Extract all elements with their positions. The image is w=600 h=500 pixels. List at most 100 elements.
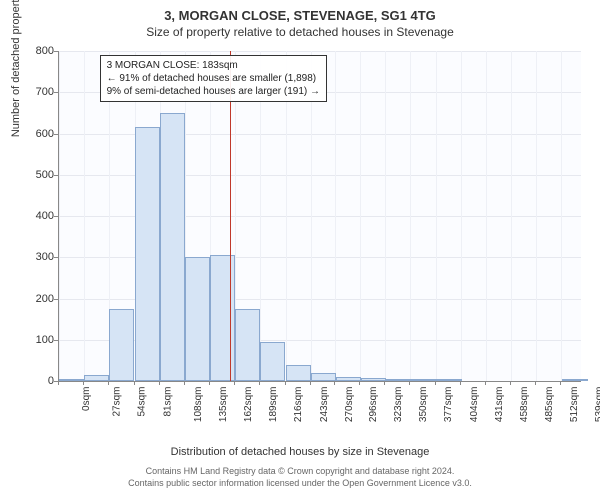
grid-line-h (59, 51, 581, 52)
histogram-bar (84, 375, 109, 381)
x-tick-mark (334, 381, 335, 385)
y-tick-mark (54, 340, 58, 341)
x-tick-mark (560, 381, 561, 385)
grid-line-v (436, 51, 437, 381)
x-tick-label: 377sqm (443, 387, 454, 423)
grid-line-v (486, 51, 487, 381)
x-tick-label: 296sqm (368, 387, 379, 423)
x-tick-label: 81sqm (162, 387, 173, 417)
x-tick-label: 27sqm (112, 387, 123, 417)
y-tick-label: 100 (14, 334, 54, 346)
y-tick-mark (54, 134, 58, 135)
chart-title-sub: Size of property relative to detached ho… (0, 23, 600, 43)
x-tick-mark (134, 381, 135, 385)
histogram-bar (109, 309, 134, 381)
x-tick-label: 162sqm (243, 387, 254, 423)
x-tick-label: 216sqm (293, 387, 304, 423)
y-tick-label: 600 (14, 128, 54, 140)
grid-line-v (536, 51, 537, 381)
y-axis-label: Number of detached properties (10, 0, 22, 137)
y-tick-mark (54, 257, 58, 258)
grid-line-v (84, 51, 85, 381)
x-tick-label: 243sqm (319, 387, 330, 423)
x-tick-label: 0sqm (81, 387, 92, 411)
y-tick-mark (54, 92, 58, 93)
grid-line-v (385, 51, 386, 381)
x-tick-mark (510, 381, 511, 385)
y-tick-mark (54, 51, 58, 52)
histogram-bar (361, 378, 386, 381)
info-line: 9% of semi-detached houses are larger (1… (107, 85, 320, 98)
x-tick-label: 404sqm (469, 387, 480, 423)
x-tick-label: 270sqm (344, 387, 355, 423)
x-tick-mark (285, 381, 286, 385)
x-tick-mark (485, 381, 486, 385)
x-tick-label: 512sqm (569, 387, 580, 423)
footer-copyright: Contains HM Land Registry data © Crown c… (0, 466, 600, 476)
histogram-bar (437, 379, 462, 381)
x-tick-label: 108sqm (193, 387, 204, 423)
x-tick-label: 54sqm (137, 387, 148, 417)
histogram-bar (311, 373, 336, 381)
y-tick-label: 300 (14, 251, 54, 263)
x-tick-mark (184, 381, 185, 385)
histogram-bar (386, 379, 411, 381)
histogram-bar (185, 257, 210, 381)
histogram-bar (59, 379, 84, 381)
y-tick-label: 0 (14, 375, 54, 387)
x-tick-mark (310, 381, 311, 385)
x-tick-label: 135sqm (218, 387, 229, 423)
grid-line-v (360, 51, 361, 381)
footer-licence: Contains public sector information licen… (0, 478, 600, 488)
histogram-bar (210, 255, 235, 381)
grid-line-v (561, 51, 562, 381)
x-tick-label: 323sqm (393, 387, 404, 423)
grid-line-v (410, 51, 411, 381)
x-tick-label: 189sqm (268, 387, 279, 423)
x-tick-mark (58, 381, 59, 385)
plot-area: 3 MORGAN CLOSE: 183sqm← 91% of detached … (58, 51, 581, 382)
y-tick-label: 200 (14, 293, 54, 305)
chart-container: Number of detached properties 3 MORGAN C… (0, 43, 600, 433)
y-tick-label: 800 (14, 45, 54, 57)
y-tick-label: 500 (14, 169, 54, 181)
grid-line-v (335, 51, 336, 381)
x-tick-mark (535, 381, 536, 385)
x-tick-mark (234, 381, 235, 385)
histogram-bar (336, 377, 361, 381)
histogram-bar (286, 365, 311, 382)
x-tick-mark (409, 381, 410, 385)
x-tick-label: 458sqm (519, 387, 530, 423)
x-tick-mark (209, 381, 210, 385)
info-line: ← 91% of detached houses are smaller (1,… (107, 72, 320, 85)
grid-line-v (59, 51, 60, 381)
x-tick-mark (384, 381, 385, 385)
y-tick-label: 700 (14, 86, 54, 98)
y-tick-label: 400 (14, 210, 54, 222)
x-tick-mark (435, 381, 436, 385)
x-tick-label: 539sqm (595, 387, 600, 423)
histogram-bar (135, 127, 160, 381)
histogram-bar (235, 309, 260, 381)
x-axis-label: Distribution of detached houses by size … (0, 446, 600, 458)
x-tick-mark (108, 381, 109, 385)
histogram-bar (411, 379, 436, 381)
y-tick-mark (54, 175, 58, 176)
x-tick-mark (259, 381, 260, 385)
histogram-bar (260, 342, 285, 381)
x-tick-label: 350sqm (418, 387, 429, 423)
histogram-bar (562, 379, 587, 381)
x-tick-mark (460, 381, 461, 385)
y-tick-mark (54, 216, 58, 217)
grid-line-v (511, 51, 512, 381)
grid-line-v (461, 51, 462, 381)
x-tick-mark (159, 381, 160, 385)
x-tick-mark (359, 381, 360, 385)
histogram-bar (160, 113, 185, 381)
x-tick-label: 485sqm (544, 387, 555, 423)
chart-title-main: 3, MORGAN CLOSE, STEVENAGE, SG1 4TG (0, 0, 600, 23)
x-tick-mark (83, 381, 84, 385)
y-tick-mark (54, 299, 58, 300)
info-line: 3 MORGAN CLOSE: 183sqm (107, 59, 320, 72)
x-tick-label: 431sqm (494, 387, 505, 423)
